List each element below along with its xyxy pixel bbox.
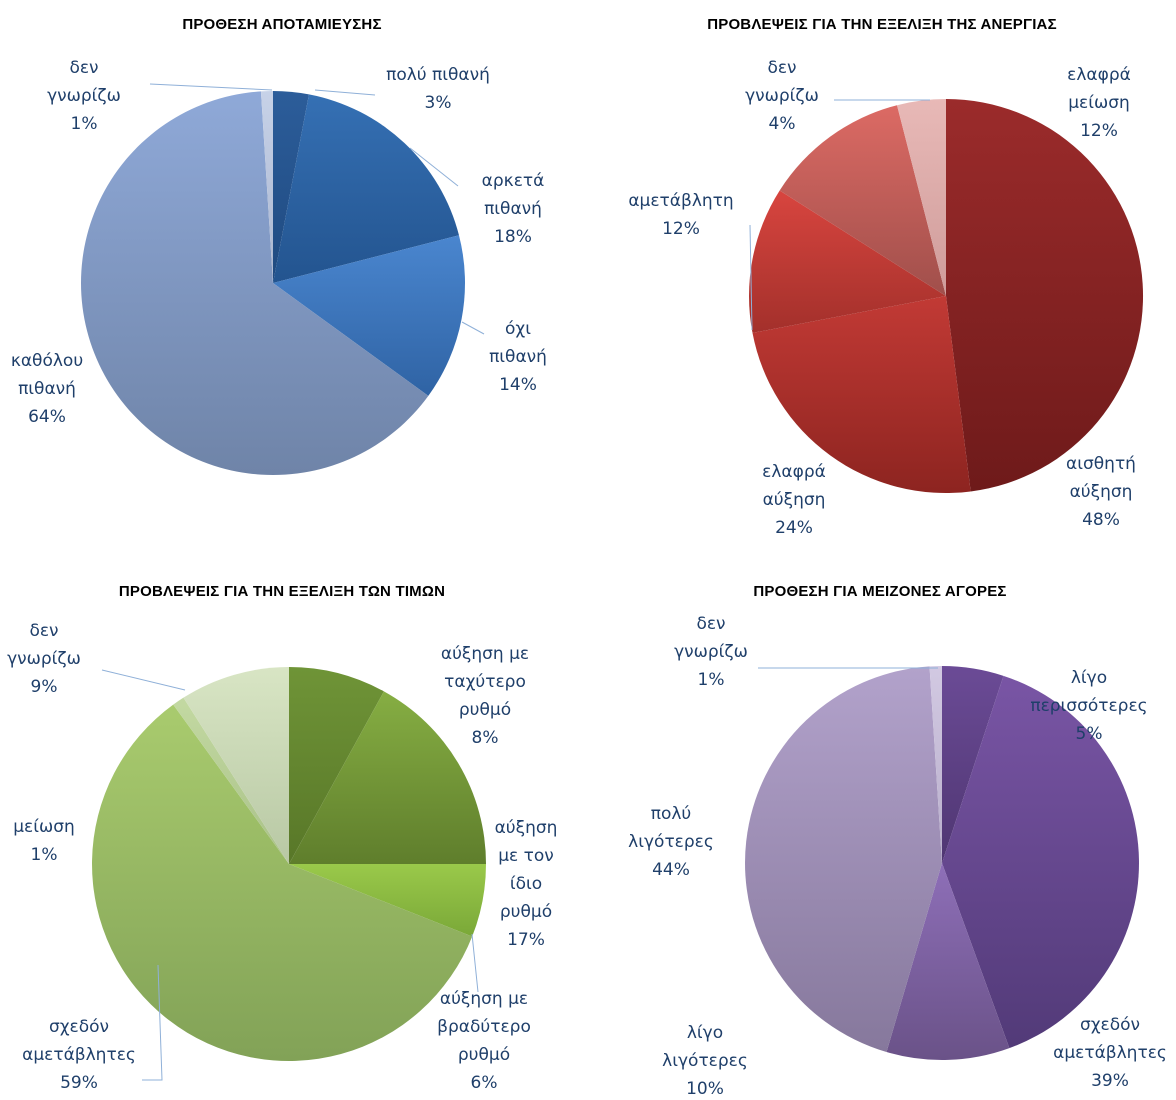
leader-line xyxy=(101,669,186,691)
pie-slice xyxy=(289,864,486,937)
slice-label: αρκετά πιθανή 18% xyxy=(482,171,545,247)
pie-slice xyxy=(779,105,946,296)
leader-line xyxy=(314,89,376,96)
slice-label: αύξηση με τον ίδιο ρυθμό 17% xyxy=(495,818,558,950)
chart-title: ΠΡΟΘΕΣΗ ΑΠΟΤΑΜΙΕΥΣΗΣ xyxy=(182,16,381,33)
pie-slice xyxy=(173,697,289,864)
pie-slice xyxy=(942,675,1139,1049)
slice-label: μείωση 1% xyxy=(13,817,75,865)
slice-label: λίγο περισσότερες 5% xyxy=(1030,668,1147,744)
slice-label: αύξηση με βραδύτερο ρυθμό 6% xyxy=(437,989,531,1093)
slice-label: πολύ λιγότερες 44% xyxy=(628,804,714,880)
slice-label: αισθητή αύξηση 48% xyxy=(1066,454,1136,530)
slice-label: δεν γνωρίζω 1% xyxy=(674,614,748,690)
pie-chart-1: ΠΡΟΘΕΣΗ ΑΠΟΤΑΜΙΕΥΣΗΣ πολύ πιθανή 3% αρκετά π… xyxy=(11,16,547,476)
leader-line xyxy=(749,224,753,331)
pie-chart-2: ΠΡΟΒΛΕΨΕΙΣ ΓΙΑ ΤΗΝ ΕΞΕΛΙΞΗ ΤΗΣ ΑΝΕΡΓΙΑΣ α… xyxy=(628,16,1144,538)
slice-label: ελαφρά αύξηση 24% xyxy=(762,462,826,538)
chart-title: ΠΡΟΒΛΕΨΕΙΣ ΓΙΑ ΤΗΝ ΕΞΕΛΙΞΗ ΤΩΝ ΤΙΜΩΝ xyxy=(119,583,445,600)
pie-slice xyxy=(183,667,289,864)
leader-line xyxy=(461,321,485,335)
pie-slice xyxy=(942,666,1004,863)
leader-line xyxy=(142,964,163,1081)
slice-label: δεν γνωρίζω 1% xyxy=(47,58,121,134)
pie-chart-3: ΠΡΟΒΛΕΨΕΙΣ ΓΙΑ ΤΗΝ ΕΞΕΛΙΞΗ ΤΩΝ ΤΙΜΩΝ αύξη… xyxy=(7,583,557,1093)
slice-label: δεν γνωρίζω 4% xyxy=(745,58,819,134)
slice-label: καθόλου πιθανή 64% xyxy=(11,351,83,427)
pie-slice xyxy=(80,91,429,476)
chart-title: ΠΡΟΘΕΣΗ ΓΙΑ ΜΕΙΖΟΝΕΣ ΑΓΟΡΕΣ xyxy=(753,583,1006,600)
pie-slice xyxy=(745,666,942,1053)
pie-slice xyxy=(749,190,946,333)
slice-label: αύξηση με ταχύτερο ρυθμό 8% xyxy=(441,644,529,748)
pie-slice xyxy=(752,296,971,494)
slice-label: λίγο λιγότερες 10% xyxy=(662,1023,748,1099)
pie-slice xyxy=(897,99,946,296)
slice-label: δεν γνωρίζω 9% xyxy=(7,621,81,697)
pie-slice xyxy=(92,704,473,1061)
leader-line xyxy=(149,83,273,91)
pie-slice xyxy=(886,863,1010,1061)
leader-line xyxy=(471,933,479,993)
pie-slice xyxy=(929,666,942,863)
pie-slice xyxy=(260,91,273,283)
slice-label: σχεδόν αμετάβλητες 39% xyxy=(1053,1015,1167,1091)
leader-line xyxy=(409,147,459,187)
pie-slice xyxy=(289,667,384,864)
pie-chart-4: ΠΡΟΘΕΣΗ ΓΙΑ ΜΕΙΖΟΝΕΣ ΑΓΟΡΕΣ λίγο περισσότε… xyxy=(628,583,1167,1099)
pie-slice xyxy=(273,235,466,396)
slice-label: πολύ πιθανή 3% xyxy=(386,65,490,113)
slice-label: ελαφρά μείωση 12% xyxy=(1067,65,1131,141)
pie-slice xyxy=(946,99,1144,492)
slice-label: σχεδόν αμετάβλητες 59% xyxy=(22,1017,136,1093)
pie-slice xyxy=(273,91,309,283)
pie-slice xyxy=(289,691,486,864)
slice-label: αμετάβλητη 12% xyxy=(628,191,733,239)
pie-slice xyxy=(273,94,459,284)
slice-label: όχι πιθανή 14% xyxy=(489,319,547,395)
chart-title: ΠΡΟΒΛΕΨΕΙΣ ΓΙΑ ΤΗΝ ΕΞΕΛΙΞΗ ΤΗΣ ΑΝΕΡΓΙΑΣ xyxy=(707,16,1057,33)
